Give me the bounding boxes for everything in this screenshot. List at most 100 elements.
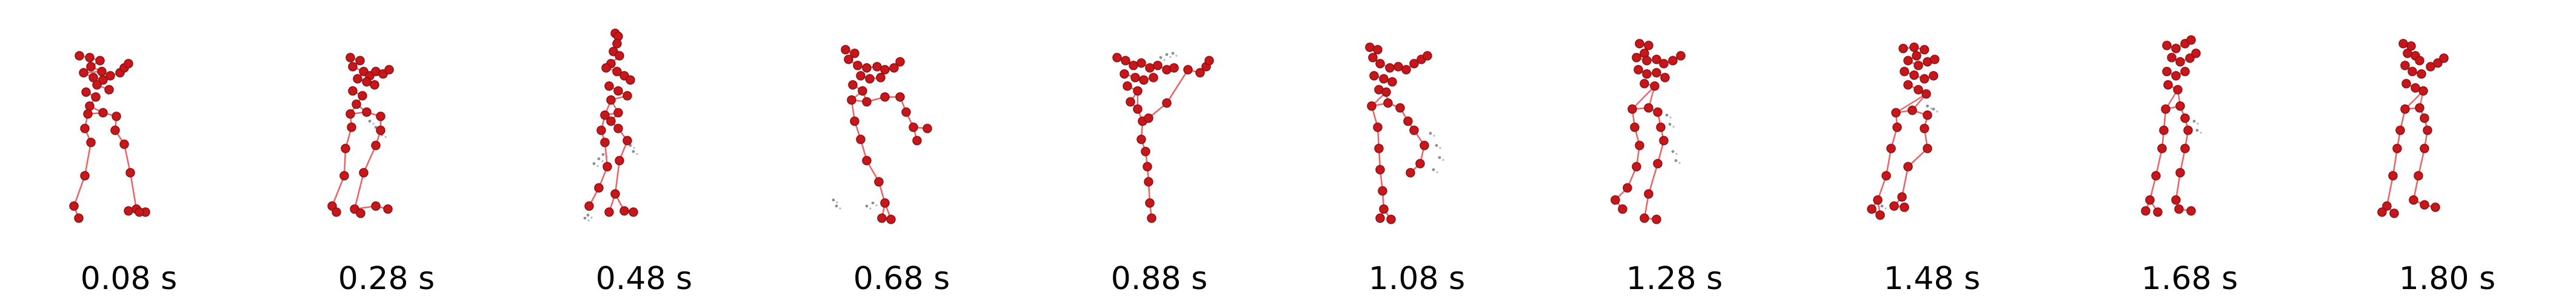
skeleton-joint <box>1898 44 1908 53</box>
skeleton-bone <box>2386 175 2394 207</box>
pose-frame-4: 0.68 s <box>773 0 1030 303</box>
skeleton-joint <box>1144 177 1153 187</box>
frame-time-label-7: 1.28 s <box>1626 261 1723 297</box>
skeleton-joint <box>602 162 612 171</box>
skeleton-joint <box>2431 202 2440 212</box>
skeleton-joint <box>1633 65 1643 75</box>
skeleton-joint <box>2167 53 2177 62</box>
skeleton-joint <box>86 62 96 72</box>
skeleton-joint <box>1909 42 1919 52</box>
skeleton-joint <box>1373 45 1383 55</box>
skeleton-joint <box>2403 48 2412 58</box>
skeleton-joint <box>612 39 622 48</box>
skeleton-joint <box>358 91 367 101</box>
skeleton-joint <box>584 201 594 211</box>
trace-point <box>372 122 375 125</box>
skeleton-joint <box>622 136 632 145</box>
skeleton-joint <box>2426 62 2435 72</box>
skeleton-joint <box>2389 208 2399 218</box>
skeleton-joint <box>606 95 616 105</box>
skeleton-joint <box>2186 35 2196 45</box>
skeleton-joint <box>1123 81 1132 91</box>
skeleton-joint <box>2175 57 2185 67</box>
skeleton-joint <box>2420 144 2429 153</box>
skeleton-joint <box>604 81 614 91</box>
skeleton-joint <box>2174 204 2184 214</box>
trace-point <box>592 162 596 165</box>
skeleton-bone <box>73 175 86 207</box>
skeleton-joint <box>1195 68 1205 78</box>
trace-point <box>1165 53 1169 56</box>
frame-time-label-6: 1.08 s <box>1368 261 1466 297</box>
skeleton-joint <box>2162 67 2172 76</box>
skeleton-joint <box>1144 113 1153 123</box>
skeleton-joint <box>1920 74 1929 84</box>
skeleton-joint <box>371 141 381 150</box>
skeleton-joint <box>613 124 623 133</box>
trace-point <box>596 165 599 167</box>
skeleton-joint <box>876 73 886 82</box>
skeleton-joint <box>1912 51 1921 61</box>
skeleton-joint <box>1659 59 1669 68</box>
skeleton-joint <box>95 56 105 65</box>
skeleton-joint <box>2145 195 2155 205</box>
skeleton-joint <box>1183 65 1193 75</box>
skeleton-joint <box>1644 189 1653 199</box>
skeleton-joint <box>125 168 135 178</box>
skeleton-joint <box>877 213 887 223</box>
skeleton-joint <box>612 67 622 76</box>
skeleton-joint <box>356 208 365 218</box>
skeleton-joint <box>1385 63 1395 73</box>
skeleton-joint <box>862 156 872 165</box>
skeleton-group <box>1365 42 1444 224</box>
trace-point <box>583 216 587 220</box>
skeleton-joint <box>345 53 355 62</box>
trace-point <box>875 204 878 207</box>
skeleton-joint <box>1369 71 1379 81</box>
skeleton-joint <box>1650 81 1660 91</box>
skeleton-joint <box>1873 195 1883 205</box>
skeleton-joint <box>341 144 350 153</box>
trace-point <box>1429 132 1432 135</box>
skeleton-joint <box>862 97 872 107</box>
skeleton-joint <box>626 75 635 85</box>
skeleton-figure-9 <box>2141 35 2202 217</box>
trace-point <box>1671 150 1675 153</box>
skeleton-group <box>1610 39 1686 224</box>
skeleton-joint <box>858 86 867 96</box>
pose-frame-6: 1.08 s <box>1288 0 1546 303</box>
trace-point <box>869 207 872 210</box>
skeleton-joint <box>2171 195 2181 205</box>
skeleton-joint <box>1386 215 1396 224</box>
skeleton-joint <box>352 99 361 109</box>
skeleton-bone <box>1901 166 1909 198</box>
skeleton-joint <box>2418 86 2428 96</box>
skeleton-joint <box>880 65 890 75</box>
trace-point <box>1175 55 1178 57</box>
trace-point <box>1678 162 1681 164</box>
skeleton-joint <box>75 51 84 61</box>
trace-point <box>1439 147 1441 149</box>
trace-point <box>871 201 875 205</box>
skeleton-joint <box>1900 202 1909 212</box>
frame-time-label-1: 0.08 s <box>80 261 178 297</box>
skeleton-group <box>2377 39 2449 218</box>
skeleton-joint <box>2395 125 2405 135</box>
skeleton-joint <box>2414 171 2423 181</box>
skeleton-joint <box>1112 53 1122 62</box>
skeleton-joint <box>923 124 932 133</box>
skeleton-bone <box>1895 93 1927 114</box>
skeleton-joint <box>615 51 624 61</box>
skeleton-joint <box>1875 210 1885 220</box>
skeleton-joint <box>376 125 385 135</box>
trace-point <box>1672 125 1675 128</box>
skeleton-joint <box>880 198 890 208</box>
skeleton-joint <box>1929 71 1938 81</box>
skeleton-joint <box>2400 61 2410 70</box>
skeleton-joint <box>1920 45 1929 55</box>
pose-frame-1: 0.08 s <box>0 0 258 303</box>
trace-point <box>597 157 601 161</box>
skeleton-joint <box>1119 69 1129 79</box>
skeleton-joint <box>1903 80 1913 90</box>
